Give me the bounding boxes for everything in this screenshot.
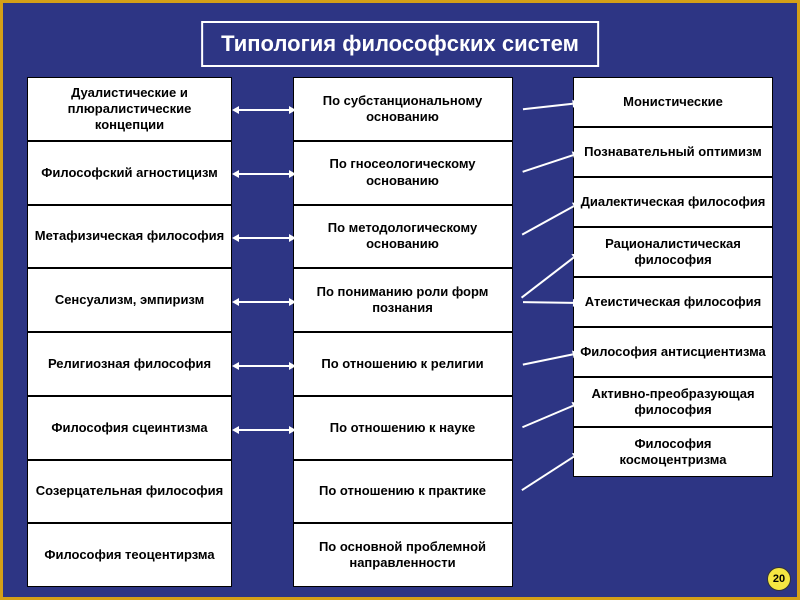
right-cell: Философия антисциентизма (573, 327, 773, 377)
left-cell: Созерцательная философия (27, 460, 232, 524)
right-cell: Диалектическая философия (573, 177, 773, 227)
center-column: По субстанциональному основанию По гносе… (293, 77, 513, 587)
center-cell: По пониманию роли форм познания (293, 268, 513, 332)
page-number: 20 (773, 573, 785, 585)
center-cell: По отношению к практике (293, 460, 513, 524)
left-cell: Религиозная философия (27, 332, 232, 396)
center-cell: По методологическому основанию (293, 205, 513, 269)
right-cell: Активно-преобразующая философия (573, 377, 773, 427)
center-cell: По субстанциональному основанию (293, 77, 513, 141)
diagram-columns: Дуалистические и плюралистические концеп… (27, 77, 773, 587)
right-column: Монистические Познавательный оптимизм Ди… (573, 77, 773, 587)
left-cell: Философия теоцентирзма (27, 523, 232, 587)
page-number-badge: 20 (767, 567, 791, 591)
right-cell: Познавательный оптимизм (573, 127, 773, 177)
page-title: Типология философских систем (201, 21, 599, 67)
left-cell: Дуалистические и плюралистические концеп… (27, 77, 232, 141)
center-cell: По основной проблемной направленности (293, 523, 513, 587)
title-text: Типология философских систем (221, 31, 579, 56)
center-cell: По отношению к науке (293, 396, 513, 460)
right-cell: Философия космоцентризма (573, 427, 773, 477)
right-cell: Монистические (573, 77, 773, 127)
left-cell: Сенсуализм, эмпиризм (27, 268, 232, 332)
center-cell: По гносеологическому основанию (293, 141, 513, 205)
right-cell: Рационалистическая философия (573, 227, 773, 277)
left-column: Дуалистические и плюралистические концеп… (27, 77, 232, 587)
left-cell: Философский агностицизм (27, 141, 232, 205)
center-cell: По отношению к религии (293, 332, 513, 396)
left-cell: Метафизическая философия (27, 205, 232, 269)
right-cell: Атеистическая философия (573, 277, 773, 327)
left-cell: Философия сцеинтизма (27, 396, 232, 460)
